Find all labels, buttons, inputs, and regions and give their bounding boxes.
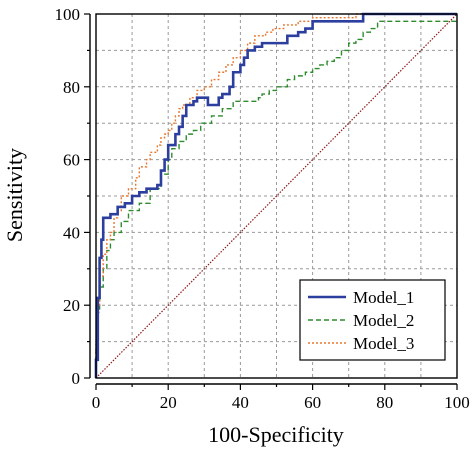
series-lines: [94, 12, 457, 378]
x-tick-label: 20: [160, 393, 177, 412]
x-tick-label: 60: [304, 393, 321, 412]
y-tick-label: 20: [63, 296, 80, 315]
y-axis-label: Sensitivity: [2, 148, 27, 242]
y-tick-label: 100: [55, 5, 81, 24]
legend-label-model-3: Model_3: [353, 334, 414, 353]
axes: [84, 13, 458, 390]
y-tick-label: 60: [63, 151, 80, 170]
reference-line-group: [95, 13, 458, 379]
legend: Model_1 Model_2 Model_3: [299, 279, 446, 361]
series-line-model-2: [95, 20, 457, 378]
y-tick-label: 0: [72, 369, 81, 388]
grid-lines: [96, 14, 457, 378]
y-tick-label: 80: [63, 78, 80, 97]
x-tick-label: 80: [376, 393, 393, 412]
y-tick-label: 40: [63, 223, 80, 242]
x-tick-label: 0: [92, 393, 101, 412]
x-tick-labels: 0 20 40 60 80 100: [92, 393, 470, 412]
reference-diagonal-line: [95, 13, 458, 379]
legend-label-model-1: Model_1: [353, 288, 414, 307]
x-tick-label: 100: [444, 393, 470, 412]
x-tick-label: 40: [232, 393, 249, 412]
plot-frame: [95, 13, 458, 379]
series-line-model-3: [95, 13, 457, 378]
y-tick-labels: 0 20 40 60 80 100: [55, 5, 81, 388]
series-line-model-1: [94, 12, 457, 378]
x-axis-label: 100-Specificity: [208, 422, 344, 447]
legend-label-model-2: Model_2: [353, 311, 414, 330]
